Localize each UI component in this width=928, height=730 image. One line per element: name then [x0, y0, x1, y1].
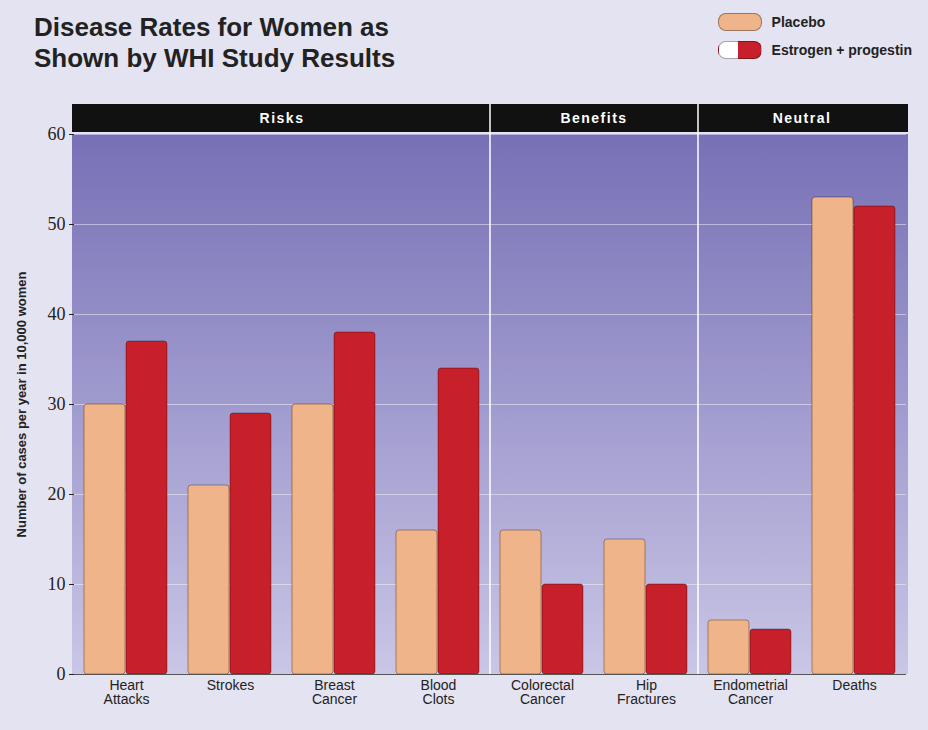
svg-text:Risks: Risks	[260, 110, 305, 126]
svg-text:10: 10	[48, 574, 66, 594]
svg-text:BloodClots: BloodClots	[421, 677, 457, 707]
svg-text:30: 30	[48, 394, 66, 414]
svg-text:Strokes: Strokes	[207, 677, 254, 693]
svg-text:20: 20	[48, 484, 66, 504]
svg-text:HeartAttacks: HeartAttacks	[104, 677, 150, 707]
svg-text:Number of cases per year in 10: Number of cases per year in 10,000 women	[14, 271, 29, 537]
html-text:Placebo: Placebo	[771, 14, 826, 30]
svg-text:ColorectalCancer: ColorectalCancer	[511, 677, 574, 707]
svg-text:60: 60	[48, 124, 66, 144]
svg-text:Benefits: Benefits	[560, 110, 627, 126]
html-text:Disease Rates for Women as Sho: Disease Rates for Women as Shown by WHI …	[34, 12, 396, 73]
svg-text:Deaths: Deaths	[832, 677, 876, 693]
svg-text:HipFractures: HipFractures	[617, 677, 676, 707]
html-text:Estrogen + progestin: Estrogen + progestin	[771, 42, 912, 58]
svg-text:EndometrialCancer: EndometrialCancer	[713, 677, 788, 707]
svg-text:40: 40	[48, 304, 66, 324]
svg-text:BreastCancer: BreastCancer	[312, 677, 357, 707]
svg-text:0: 0	[57, 664, 66, 684]
svg-text:50: 50	[48, 214, 66, 234]
svg-text:Neutral: Neutral	[773, 110, 832, 126]
